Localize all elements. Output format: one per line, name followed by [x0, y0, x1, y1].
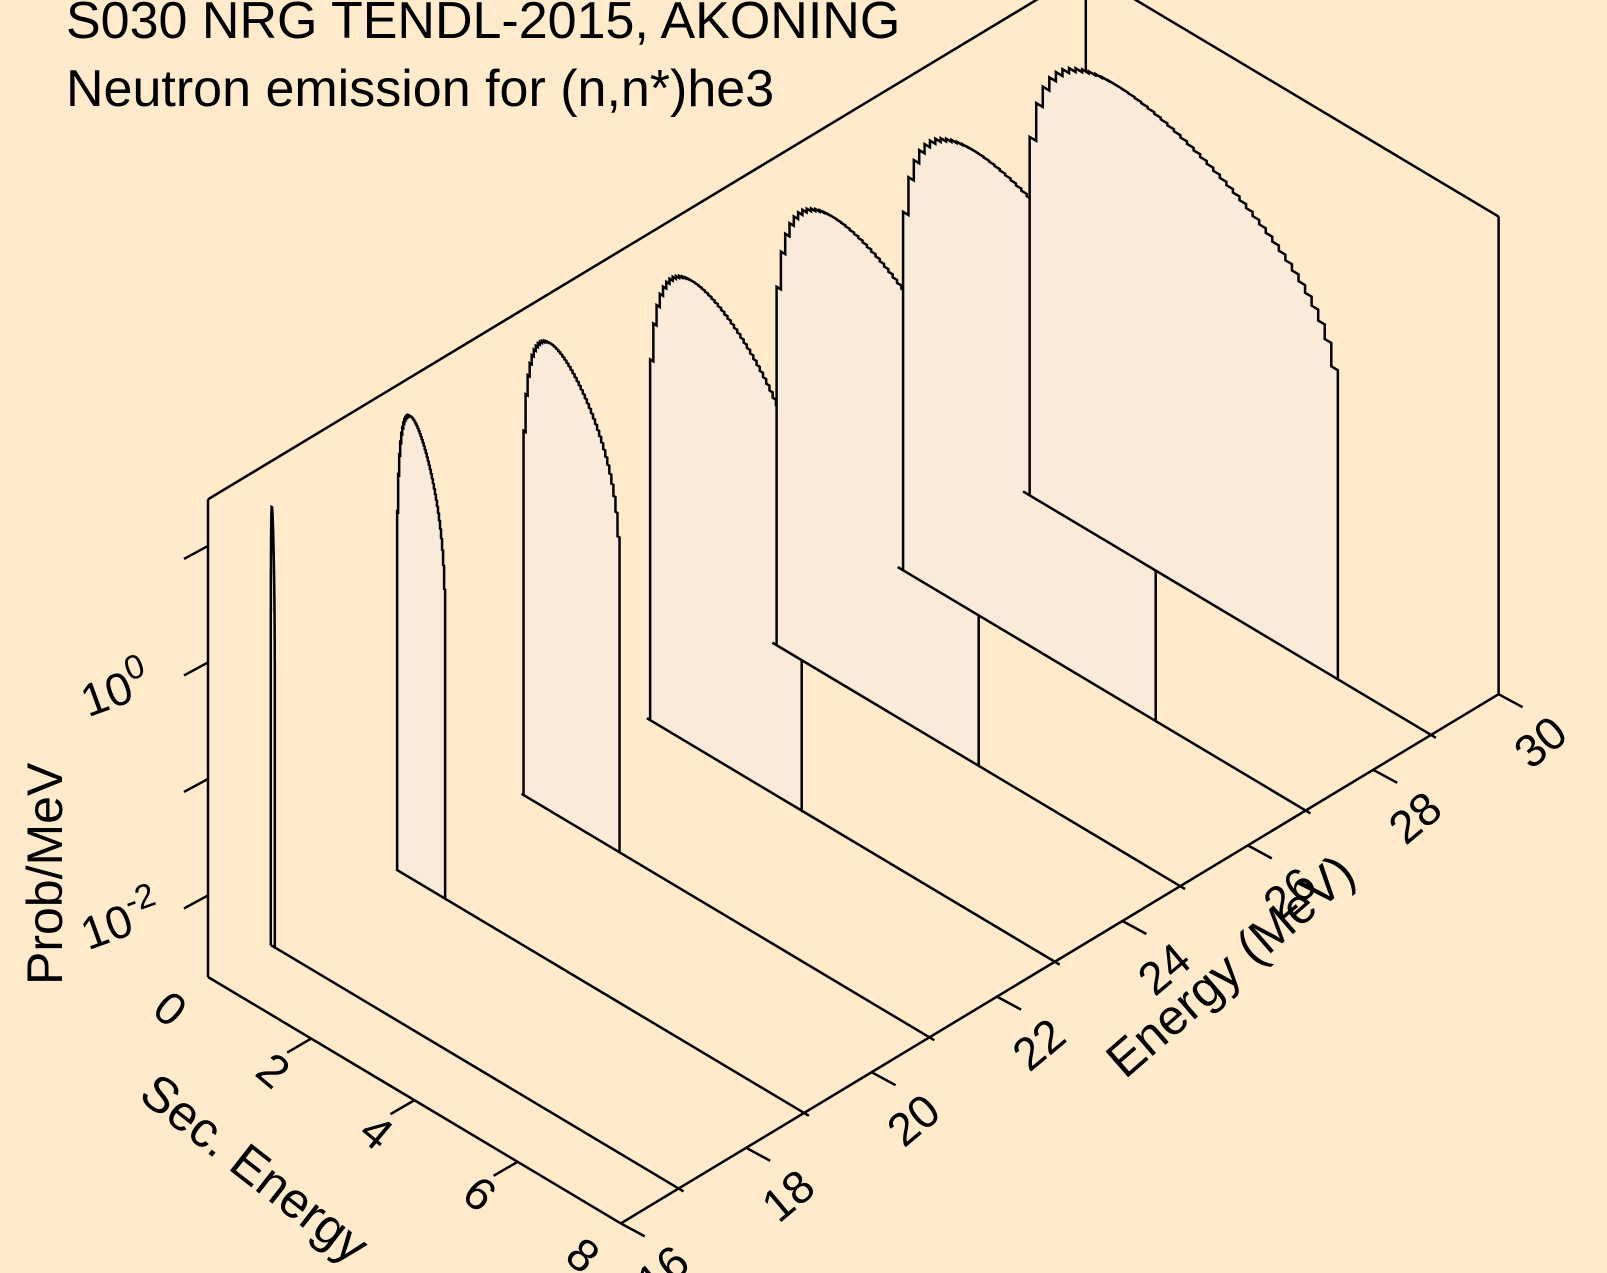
y-tick-22 — [996, 995, 1022, 1011]
y-tick-20 — [871, 1071, 897, 1087]
chart-title-line2: Neutron emission for (n,n*)he3 — [66, 60, 774, 118]
spectrum-curtain-2 — [520, 338, 621, 855]
x-axis-label: Sec. Energy — [130, 1063, 379, 1273]
spectrum-0 — [269, 504, 685, 1193]
y-tick-24 — [1121, 919, 1147, 936]
spectrum-baseline-0 — [274, 946, 685, 1193]
x-tick-label-8: 8 — [557, 1227, 610, 1273]
y-tick-label-20: 20 — [877, 1084, 950, 1157]
spectrum-baseline-4 — [978, 764, 1186, 891]
spectrum-baseline-5 — [1155, 719, 1312, 815]
y-tick-26 — [1247, 844, 1273, 860]
y-tick-label-18: 18 — [752, 1159, 825, 1232]
frame-top-edge — [207, 0, 1039, 501]
spectrum-curtain-6 — [1022, 65, 1340, 682]
y-tick-label-16: 16 — [626, 1235, 699, 1273]
x-tick-6 — [492, 1160, 519, 1177]
spectrum-6 — [1022, 65, 1437, 739]
spectrum-baseline-1 — [444, 897, 810, 1117]
spectrum-curtain-0 — [269, 504, 277, 950]
x-tick-2 — [286, 1037, 312, 1054]
x-tick-label-0: 0 — [144, 981, 197, 1037]
z-tick-label--2: 10-2 — [71, 876, 168, 960]
spectrum-2 — [520, 338, 935, 1042]
spectrum-baseline-3 — [801, 809, 1061, 966]
z-tick-minor-1 — [183, 544, 209, 561]
y-tick-18 — [745, 1146, 771, 1162]
chart-title-line1: S030 NRG TENDL-2015, AKONING — [66, 0, 900, 50]
z-tick-minor--1 — [183, 777, 209, 794]
frame-top-right-edge — [1133, 0, 1500, 218]
spectrum-baseline-6 — [1337, 678, 1437, 739]
z-axis-label: Prob/MeV — [17, 762, 73, 985]
z-tick-label-0: 100 — [71, 646, 157, 726]
y-tick-label-30: 30 — [1504, 706, 1577, 779]
x-tick-4 — [389, 1099, 416, 1116]
y-tick-label-22: 22 — [1002, 1008, 1075, 1081]
spectrum-curtain-1 — [395, 413, 447, 901]
z-tick-major-0 — [183, 661, 209, 677]
spectrum-1 — [395, 413, 810, 1117]
y-tick-16 — [620, 1222, 646, 1238]
y-tick-label-28: 28 — [1379, 781, 1452, 854]
spectra-group — [269, 65, 1437, 1193]
z-tick-major--2 — [183, 894, 209, 910]
y-tick-30 — [1498, 693, 1524, 709]
y-tick-28 — [1372, 768, 1398, 784]
incident-energy-axis-line — [620, 693, 1500, 1225]
spectrum-baseline-2 — [618, 851, 935, 1042]
